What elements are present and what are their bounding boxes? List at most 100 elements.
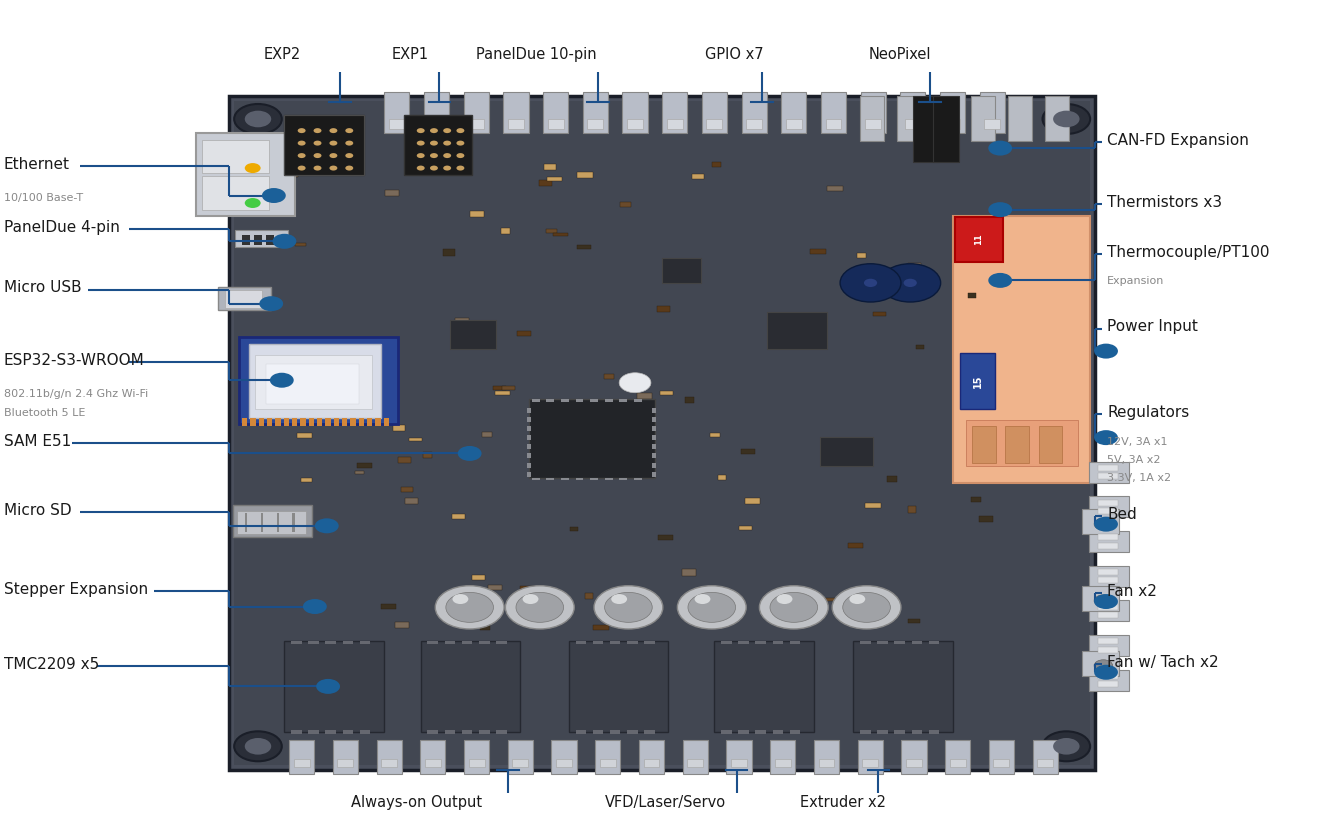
Bar xyxy=(359,418,364,426)
Text: 10/100 Base-T: 10/100 Base-T xyxy=(4,193,83,203)
Bar xyxy=(456,159,472,164)
Bar xyxy=(225,290,262,308)
Circle shape xyxy=(446,592,493,622)
Bar xyxy=(900,92,926,133)
Bar xyxy=(325,418,331,426)
Bar xyxy=(703,92,728,133)
Bar xyxy=(984,119,1000,129)
Bar xyxy=(634,478,642,480)
Bar xyxy=(546,399,554,402)
Circle shape xyxy=(298,141,306,146)
Circle shape xyxy=(832,586,901,629)
Bar xyxy=(970,230,983,234)
Bar xyxy=(979,516,992,522)
Bar xyxy=(1098,577,1118,583)
Circle shape xyxy=(456,166,464,171)
Circle shape xyxy=(315,518,339,533)
Bar xyxy=(773,641,783,644)
Text: PanelDue 10-pin: PanelDue 10-pin xyxy=(475,47,597,62)
Text: 5V, 3A x2: 5V, 3A x2 xyxy=(1107,455,1160,465)
Bar xyxy=(1098,508,1118,514)
Bar xyxy=(934,96,958,141)
Bar xyxy=(548,119,564,129)
Bar xyxy=(709,433,720,438)
Bar xyxy=(576,399,583,402)
Circle shape xyxy=(1094,344,1118,359)
Bar xyxy=(479,641,490,644)
Bar xyxy=(652,417,656,422)
Bar xyxy=(445,730,455,734)
Bar xyxy=(901,740,926,774)
Circle shape xyxy=(777,594,792,604)
Bar xyxy=(532,478,540,480)
Text: Thermistors x3: Thermistors x3 xyxy=(1107,195,1222,210)
Text: PanelDue 4-pin: PanelDue 4-pin xyxy=(4,220,120,235)
Bar xyxy=(267,418,273,426)
Bar xyxy=(277,513,279,532)
Bar xyxy=(479,730,490,734)
Bar xyxy=(544,92,569,133)
Bar xyxy=(638,394,651,399)
Circle shape xyxy=(345,166,353,171)
Bar xyxy=(292,418,298,426)
Bar xyxy=(929,641,939,644)
Circle shape xyxy=(273,234,296,249)
Bar xyxy=(202,140,269,173)
Bar xyxy=(790,641,800,644)
Bar xyxy=(245,513,247,532)
Bar xyxy=(643,759,659,767)
Bar xyxy=(396,622,409,628)
Circle shape xyxy=(345,141,353,146)
Bar xyxy=(455,319,468,324)
Circle shape xyxy=(688,592,736,622)
Bar xyxy=(1098,569,1118,575)
Bar xyxy=(325,730,336,734)
Bar xyxy=(427,641,438,644)
Bar xyxy=(1098,646,1118,652)
Bar xyxy=(237,511,306,534)
Bar xyxy=(288,740,315,774)
Bar xyxy=(755,641,766,644)
Bar xyxy=(421,740,446,774)
Bar xyxy=(569,641,668,732)
Bar xyxy=(464,740,490,774)
Bar xyxy=(546,229,557,233)
Text: Micro USB: Micro USB xyxy=(4,280,82,295)
Bar xyxy=(295,243,307,246)
Bar xyxy=(284,115,364,175)
Circle shape xyxy=(1094,595,1113,607)
Bar xyxy=(300,418,306,426)
Circle shape xyxy=(605,592,652,622)
Bar xyxy=(905,119,921,129)
Bar xyxy=(1089,670,1129,691)
Bar xyxy=(933,96,959,162)
Circle shape xyxy=(1094,660,1113,671)
Text: Bed: Bed xyxy=(1107,507,1136,522)
Bar xyxy=(343,418,348,426)
Bar xyxy=(820,437,873,466)
Bar xyxy=(527,426,531,431)
Text: CAN-FD Expansion: CAN-FD Expansion xyxy=(1107,133,1249,148)
Bar xyxy=(877,641,888,644)
Bar xyxy=(480,624,490,630)
Bar xyxy=(527,472,531,477)
Bar xyxy=(979,92,1005,133)
Circle shape xyxy=(234,104,282,134)
Circle shape xyxy=(245,198,261,208)
Bar xyxy=(1098,500,1118,506)
Bar xyxy=(652,408,656,413)
Circle shape xyxy=(849,594,865,604)
Bar xyxy=(429,119,445,129)
Bar xyxy=(863,759,878,767)
Text: TMC2209 x5: TMC2209 x5 xyxy=(4,657,99,672)
Bar xyxy=(357,463,372,468)
Bar xyxy=(377,740,402,774)
Bar xyxy=(291,641,302,644)
Bar xyxy=(770,740,795,774)
Bar xyxy=(865,503,881,508)
Bar xyxy=(553,233,569,236)
Bar xyxy=(302,478,312,483)
Bar xyxy=(284,115,364,175)
Bar xyxy=(278,235,286,245)
Bar xyxy=(250,418,255,426)
